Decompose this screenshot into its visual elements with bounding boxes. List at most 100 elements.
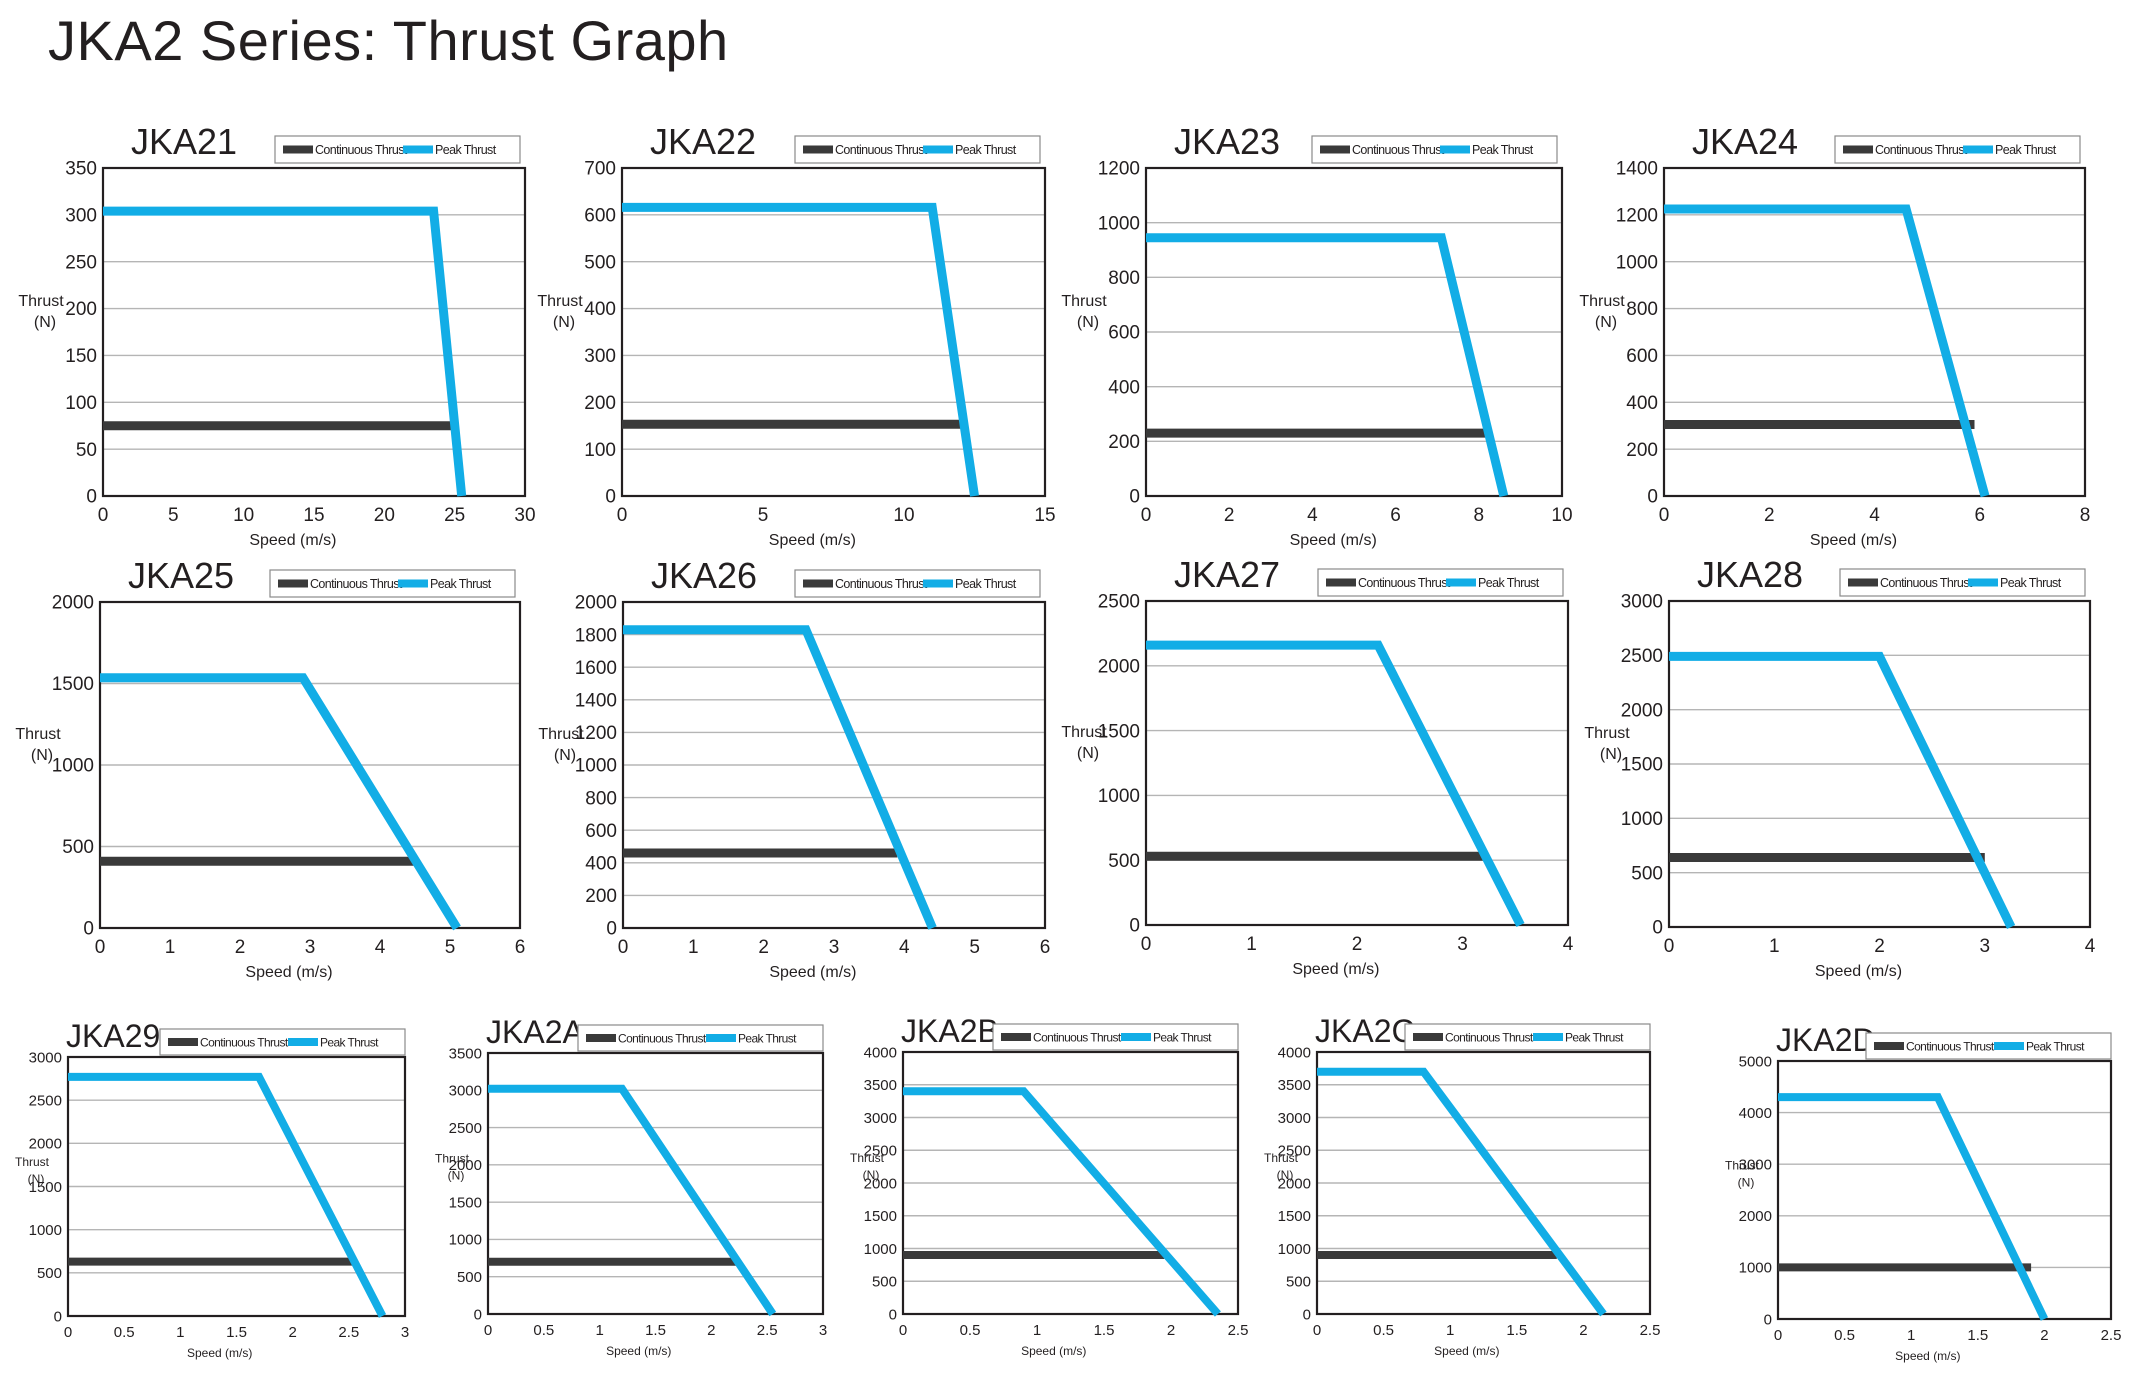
legend: Continuous Thrust Peak Thrust	[269, 569, 516, 598]
y-axis-unit: (N)	[1077, 314, 1099, 331]
legend-label-continuous: Continuous Thrust	[1033, 1031, 1122, 1045]
legend-label-peak: Peak Thrust	[1153, 1031, 1212, 1045]
chart-title: JKA2B	[901, 1013, 999, 1049]
y-tick-label: 600	[1626, 346, 1658, 367]
x-tick-label: 4	[899, 937, 910, 958]
x-tick-label: 3	[305, 937, 316, 958]
chart-jka24: 0 200 400 600 800 1000 1200 1400 0 2 4 6 8 Speed (m/s…	[1579, 121, 2090, 549]
x-tick-label: 0.5	[960, 1322, 981, 1339]
y-axis-unit: (N)	[863, 1168, 880, 1182]
x-tick-label: 2	[1579, 1322, 1587, 1339]
x-tick-label: 5	[168, 505, 179, 526]
y-tick-label: 1500	[29, 1179, 62, 1196]
chart-title: JKA27	[1174, 554, 1280, 595]
x-tick-label: 1	[595, 1322, 603, 1339]
y-axis-label: Thrust	[537, 293, 583, 310]
x-tick-label: 0	[1664, 936, 1675, 957]
y-tick-label: 1000	[1098, 213, 1140, 234]
plot-frame	[621, 600, 1047, 930]
y-tick-label: 600	[1108, 323, 1140, 344]
legend-swatch-continuous	[283, 145, 313, 154]
legend-swatch-peak	[1121, 1033, 1151, 1041]
x-tick-label: 2.5	[1228, 1322, 1249, 1339]
legend-label-continuous: Continuous Thrust	[1875, 143, 1968, 157]
x-tick-label: 1.5	[1967, 1327, 1988, 1344]
x-tick-label: 0	[64, 1324, 72, 1341]
legend-swatch-peak	[1533, 1033, 1563, 1041]
y-tick-label: 1000	[52, 756, 94, 777]
legend: Continuous Thrust Peak Thrust	[1404, 1023, 1651, 1051]
y-tick-label: 3500	[449, 1045, 482, 1062]
y-axis-unit: (N)	[553, 314, 575, 331]
x-tick-label: 10	[893, 505, 914, 526]
x-tick-label: 1.5	[1506, 1322, 1527, 1339]
chart-title: JKA26	[651, 555, 757, 596]
y-tick-label: 1200	[1616, 206, 1658, 227]
legend-swatch-continuous	[1874, 1042, 1904, 1050]
y-tick-label: 3000	[1278, 1110, 1311, 1127]
legend: Continuous Thrust Peak Thrust	[577, 1024, 824, 1052]
y-tick-label: 1500	[1278, 1208, 1311, 1225]
y-tick-label: 200	[65, 299, 97, 320]
y-tick-label: 2000	[449, 1157, 482, 1174]
legend: Continuous Thrust Peak Thrust	[1865, 1032, 2112, 1060]
x-tick-label: 1	[1446, 1322, 1454, 1339]
y-tick-label: 1500	[1098, 721, 1140, 742]
x-tick-label: 2.5	[757, 1322, 778, 1339]
legend-label-peak: Peak Thrust	[1995, 143, 2057, 157]
x-axis-label: Speed (m/s)	[1895, 1349, 1960, 1363]
y-tick-label: 500	[37, 1265, 62, 1282]
legend-box	[1865, 1032, 2112, 1060]
series-line-peak	[1664, 204, 1990, 498]
y-tick-label: 1000	[575, 756, 617, 777]
legend-swatch-peak	[923, 145, 953, 154]
x-tick-label: 2.5	[2101, 1327, 2122, 1344]
legend-label-continuous: Continuous Thrust	[200, 1036, 289, 1050]
x-tick-label: 2	[707, 1322, 715, 1339]
x-tick-label: 1	[688, 937, 699, 958]
x-tick-label: 0.5	[114, 1324, 135, 1341]
y-tick-label: 200	[1626, 440, 1658, 461]
legend-swatch-peak	[706, 1034, 736, 1042]
y-tick-label: 800	[1108, 268, 1140, 289]
y-tick-label: 2000	[1621, 700, 1663, 721]
y-axis-label: Thrust	[15, 1155, 50, 1169]
y-tick-label: 2500	[1278, 1143, 1311, 1160]
y-tick-label: 0	[1647, 487, 1658, 508]
y-tick-label: 0	[1129, 487, 1140, 508]
x-tick-label: 4	[375, 937, 386, 958]
y-tick-label: 500	[62, 837, 94, 858]
y-tick-label: 800	[585, 788, 617, 809]
plot-frame	[1662, 166, 2087, 498]
y-tick-label: 1200	[1098, 159, 1140, 180]
x-axis-label: Speed (m/s)	[249, 532, 336, 549]
y-tick-label: 100	[584, 440, 616, 461]
x-tick-label: 25	[444, 505, 465, 526]
legend-label-peak: Peak Thrust	[430, 577, 492, 591]
x-tick-label: 5	[969, 937, 980, 958]
x-tick-label: 0.5	[1834, 1327, 1855, 1344]
y-tick-label: 500	[872, 1274, 897, 1291]
y-tick-label: 0	[889, 1306, 897, 1323]
x-tick-label: 0	[1141, 505, 1152, 526]
y-axis-label: Thrust	[18, 293, 64, 310]
legend-swatch-peak	[1968, 578, 1998, 587]
x-tick-label: 1.5	[645, 1322, 666, 1339]
series-line-peak	[1146, 640, 1525, 928]
x-tick-label: 2.5	[338, 1324, 359, 1341]
plot-frame	[98, 600, 522, 930]
y-axis-label: Thrust	[1061, 724, 1107, 741]
legend-box	[1311, 135, 1558, 164]
y-tick-label: 0	[474, 1306, 482, 1323]
y-tick-label: 1400	[1616, 159, 1658, 180]
x-tick-label: 0.5	[533, 1322, 554, 1339]
series-line-peak	[1317, 1067, 1607, 1317]
plot-frame	[101, 166, 527, 498]
y-axis-unit: (N)	[554, 747, 576, 764]
chart-jka2a: 0 500 1000 1500 2000 2500 3000 3500 0 0.5 1 1.5 2 2.5…	[435, 1014, 827, 1358]
legend-label-continuous: Continuous Thrust	[310, 577, 403, 591]
x-tick-label: 1	[1246, 934, 1257, 955]
y-axis-unit: (N)	[28, 1172, 45, 1186]
legend-box	[1839, 568, 2086, 597]
x-tick-label: 2	[288, 1324, 296, 1341]
